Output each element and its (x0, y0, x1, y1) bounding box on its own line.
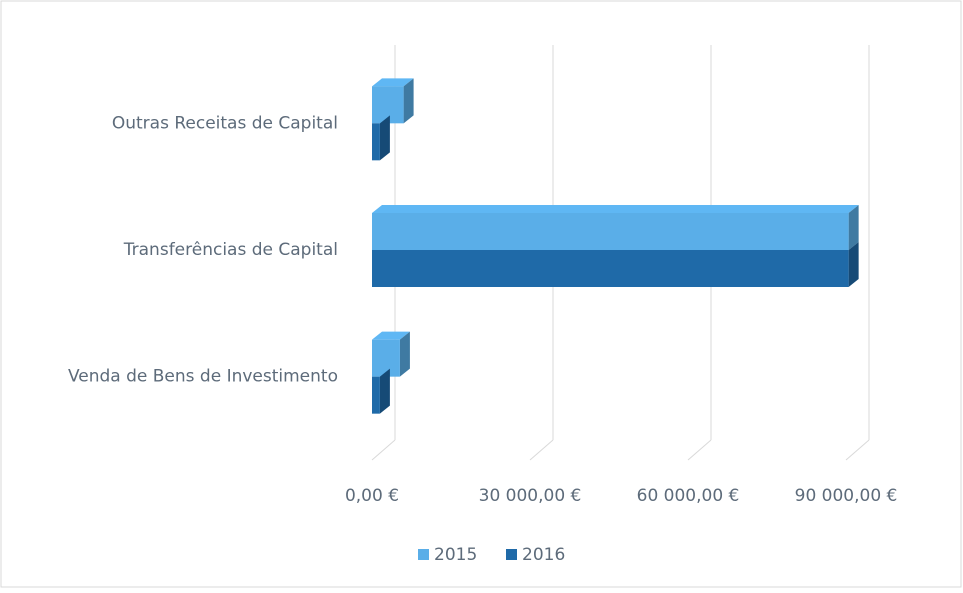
bar (372, 115, 390, 161)
grid-line (687, 439, 712, 461)
bar-face (372, 78, 414, 87)
bar-face (372, 339, 400, 377)
legend-label: 2015 (434, 545, 477, 565)
y-tick-label: Transferências de Capital (123, 240, 338, 260)
bar-face (848, 242, 859, 287)
legend-swatch (418, 549, 429, 560)
bar (372, 331, 410, 377)
y-tick-label: Venda de Bens de Investimento (68, 367, 338, 387)
bar-face (372, 331, 410, 340)
bar (372, 242, 859, 287)
bar-face (399, 331, 410, 377)
bar-face (372, 205, 859, 213)
legend-swatch (506, 549, 517, 560)
bar-face (372, 376, 380, 414)
bar-face (372, 250, 849, 287)
x-tick-label: 0,00 € (345, 486, 399, 506)
bar-face (848, 205, 859, 250)
grid-line (529, 439, 554, 461)
bar-face (379, 115, 390, 161)
grid-line (845, 439, 870, 461)
bar (372, 78, 414, 124)
bar-face (372, 213, 849, 250)
bar-face (403, 78, 414, 124)
legend-label: 2016 (522, 545, 565, 565)
x-tick-label: 60 000,00 € (637, 486, 740, 506)
bar-face (379, 368, 390, 414)
bar-face (372, 123, 380, 161)
bar (372, 205, 859, 250)
y-tick-label: Outras Receitas de Capital (112, 113, 338, 133)
x-tick-label: 90 000,00 € (795, 486, 898, 506)
bar (372, 368, 390, 414)
grid-line (371, 439, 396, 461)
x-tick-label: 30 000,00 € (479, 486, 582, 506)
